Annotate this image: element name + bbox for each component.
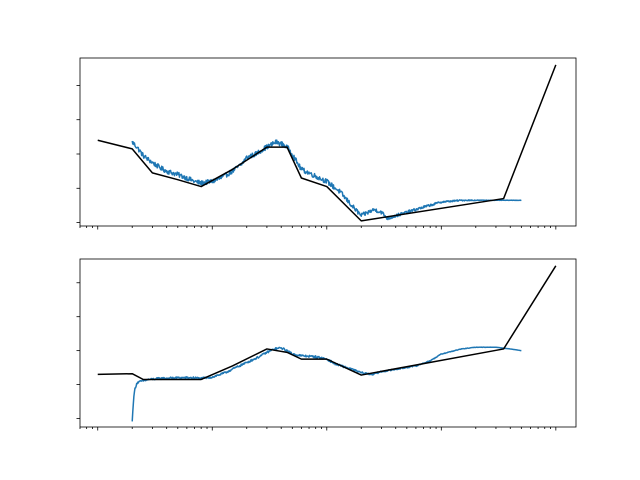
axes-top [76,57,577,230]
axes-bottom [76,258,577,431]
fit-series-line [97,265,557,381]
axes-bottom-frame [79,258,577,428]
axes-top-frame [79,57,577,227]
fit-series-line [97,64,557,222]
measured-series-line [131,139,522,221]
